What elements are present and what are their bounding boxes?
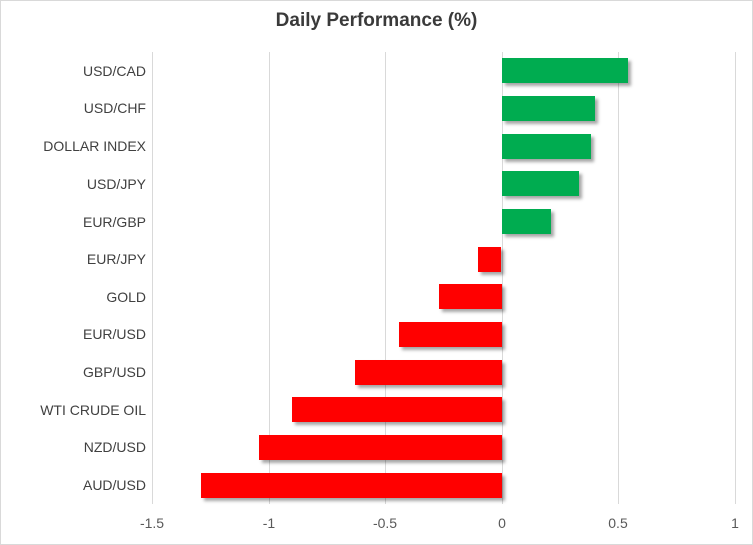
chart-title: Daily Performance (%) [275, 10, 478, 31]
x-tick-label--1.5: -1.5 [139, 515, 165, 531]
category-label-eur-gbp: EUR/GBP [82, 214, 146, 230]
bar-aud-usd [201, 473, 502, 498]
bar-dollar-index [502, 134, 591, 159]
gridline-0.5 [618, 52, 619, 504]
bar-usd-jpy [502, 171, 579, 196]
category-label-gbp-usd: GBP/USD [82, 364, 146, 380]
x-tick-label-0.5: 0.5 [608, 515, 628, 531]
category-label-eur-usd: EUR/USD [82, 326, 146, 342]
bar-eur-usd [399, 322, 502, 347]
bar-eur-gbp [502, 209, 551, 234]
bar-usd-chf [502, 96, 595, 121]
bar-usd-cad [502, 58, 628, 83]
bar-eur-jpy [478, 247, 501, 272]
bar-wti-crude-oil [292, 397, 502, 422]
bar-nzd-usd [259, 435, 502, 460]
category-label-eur-jpy: EUR/JPY [86, 251, 146, 267]
category-label-dollar-index: DOLLAR INDEX [43, 138, 146, 154]
bar-gbp-usd [355, 360, 502, 385]
gridline-0 [502, 52, 503, 504]
x-tick-label--1: -1 [262, 515, 276, 531]
bar-gold [439, 284, 502, 309]
gridline-1 [735, 52, 736, 504]
category-label-gold: GOLD [106, 289, 146, 305]
x-tick-label-1: 1 [731, 515, 739, 531]
category-label-usd-jpy: USD/JPY [86, 176, 146, 192]
category-label-wti-crude-oil: WTI CRUDE OIL [40, 402, 146, 418]
category-label-nzd-usd: NZD/USD [83, 439, 146, 455]
gridline--1 [269, 52, 270, 504]
x-tick-label--0.5: -0.5 [372, 515, 398, 531]
category-label-usd-chf: USD/CHF [83, 100, 146, 116]
gridline--0.5 [385, 52, 386, 504]
category-label-usd-cad: USD/CAD [82, 63, 146, 79]
x-tick-label-0: 0 [498, 515, 506, 531]
plot-area [152, 52, 736, 504]
category-label-aud-usd: AUD/USD [82, 477, 146, 493]
gridline--1.5 [152, 52, 153, 504]
